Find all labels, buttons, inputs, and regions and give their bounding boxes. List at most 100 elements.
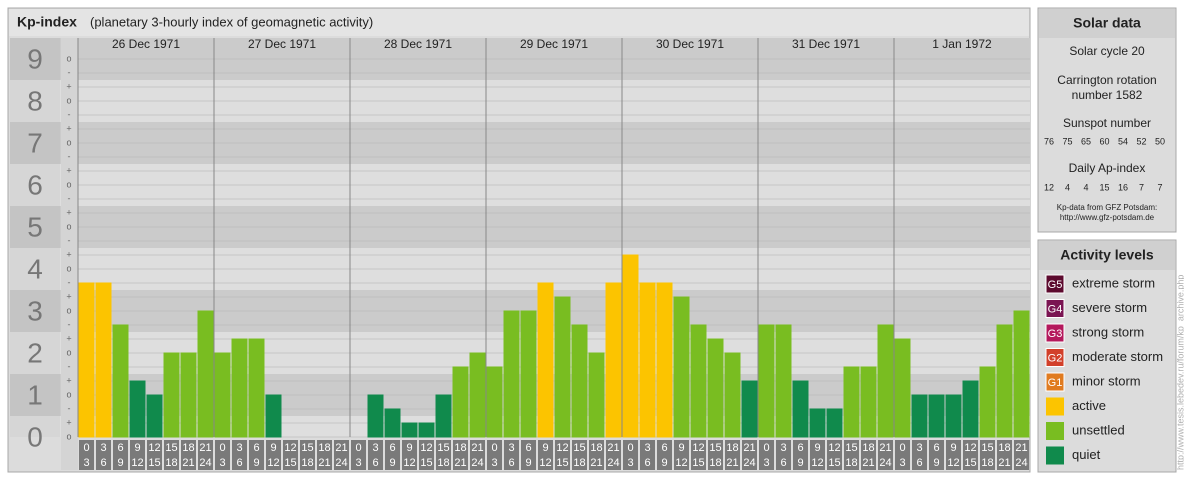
legend-label: minor storm bbox=[1072, 373, 1141, 388]
ap-value: 7 bbox=[1139, 182, 1144, 192]
bar bbox=[639, 282, 656, 438]
minor-tick-label: - bbox=[68, 403, 71, 413]
hour-label: 3 bbox=[491, 457, 497, 469]
hour-box bbox=[334, 440, 349, 470]
solar-title: Solar data bbox=[1073, 15, 1141, 31]
ap-value: 4 bbox=[1065, 182, 1070, 192]
day-label: 30 Dec 1971 bbox=[656, 37, 724, 51]
hour-label: 9 bbox=[389, 457, 395, 469]
hour-label: 0 bbox=[219, 442, 225, 454]
ap-value: 15 bbox=[1099, 182, 1109, 192]
bar bbox=[231, 338, 248, 438]
y-tick-label: 2 bbox=[27, 337, 43, 368]
legend-label: unsettled bbox=[1072, 422, 1125, 437]
y-tick-label: 0 bbox=[27, 421, 43, 452]
hour-label: 21 bbox=[199, 442, 211, 454]
hour-box bbox=[317, 440, 332, 470]
hour-label: 12 bbox=[964, 442, 976, 454]
sunspot-value: 60 bbox=[1099, 136, 1109, 146]
chart-title: Kp-index bbox=[17, 14, 77, 30]
bar bbox=[894, 338, 911, 438]
bar bbox=[197, 310, 214, 438]
hour-label: 12 bbox=[675, 457, 687, 469]
hour-label: 21 bbox=[471, 442, 483, 454]
hour-label: 3 bbox=[219, 457, 225, 469]
credit: http://www.gfz-potsdam.de bbox=[1060, 213, 1155, 222]
hour-label: 0 bbox=[355, 442, 361, 454]
minor-tick-label: - bbox=[68, 151, 71, 161]
bar bbox=[656, 282, 673, 438]
y-tick-label: 5 bbox=[27, 211, 43, 242]
hour-box bbox=[623, 440, 638, 470]
chart-header bbox=[9, 9, 1029, 36]
hour-label: 15 bbox=[828, 457, 840, 469]
bar bbox=[758, 324, 775, 438]
bar bbox=[588, 352, 605, 438]
minor-tick-label: o bbox=[66, 431, 71, 441]
hour-label: 12 bbox=[148, 442, 160, 454]
bar bbox=[622, 254, 639, 438]
hour-label: 9 bbox=[253, 457, 259, 469]
legend-swatch bbox=[1045, 299, 1065, 318]
bar bbox=[690, 324, 707, 438]
hour-label: 9 bbox=[814, 442, 820, 454]
minor-tick-label: + bbox=[66, 81, 71, 91]
label-band bbox=[10, 80, 60, 122]
hour-label: 3 bbox=[508, 442, 514, 454]
hour-label: 24 bbox=[879, 457, 891, 469]
hour-label: 18 bbox=[981, 457, 993, 469]
bar bbox=[520, 310, 537, 438]
y-tick-label: 8 bbox=[27, 85, 43, 116]
bar bbox=[146, 394, 163, 438]
minor-tick-label: + bbox=[66, 291, 71, 301]
hour-label: 15 bbox=[165, 442, 177, 454]
hour-box bbox=[436, 440, 451, 470]
hour-label: 0 bbox=[83, 442, 89, 454]
y-tick-label: 1 bbox=[27, 379, 43, 410]
hour-box bbox=[79, 440, 94, 470]
hour-box bbox=[827, 440, 842, 470]
bar bbox=[962, 380, 979, 438]
hour-box bbox=[419, 440, 434, 470]
hour-label: 15 bbox=[573, 442, 585, 454]
hour-box bbox=[725, 440, 740, 470]
minor-tick-label: + bbox=[66, 207, 71, 217]
hour-label: 18 bbox=[165, 457, 177, 469]
hour-label: 21 bbox=[182, 457, 194, 469]
hour-box bbox=[589, 440, 604, 470]
minor-tick-label: - bbox=[68, 193, 71, 203]
hour-box bbox=[198, 440, 213, 470]
minor-col bbox=[61, 38, 78, 470]
ap-label: Daily Ap-index bbox=[1069, 161, 1146, 175]
hour-label: 15 bbox=[692, 457, 704, 469]
label-band bbox=[10, 290, 60, 332]
bar bbox=[401, 422, 418, 438]
hour-label: 6 bbox=[389, 442, 395, 454]
hour-label: 21 bbox=[318, 457, 330, 469]
minor-tick-label: o bbox=[66, 137, 71, 147]
minor-tick-label: o bbox=[66, 305, 71, 315]
bar bbox=[826, 408, 843, 438]
ap-value: 7 bbox=[1157, 182, 1162, 192]
hour-label: 18 bbox=[318, 442, 330, 454]
hour-label: 24 bbox=[1015, 457, 1027, 469]
bar bbox=[180, 352, 197, 438]
hour-label: 21 bbox=[726, 457, 738, 469]
hour-box bbox=[606, 440, 621, 470]
minor-tick-label: - bbox=[68, 319, 71, 329]
hour-box bbox=[861, 440, 876, 470]
hour-label: 12 bbox=[947, 457, 959, 469]
ap-value: 12 bbox=[1044, 182, 1054, 192]
hour-label: 12 bbox=[692, 442, 704, 454]
day-label: 27 Dec 1971 bbox=[248, 37, 316, 51]
legend-badge: G1 bbox=[1048, 377, 1063, 389]
legend-badge: G4 bbox=[1048, 303, 1063, 315]
bar bbox=[860, 366, 877, 438]
bar bbox=[418, 422, 435, 438]
legend-badge: G3 bbox=[1048, 328, 1063, 340]
hour-label: 9 bbox=[525, 457, 531, 469]
hour-box bbox=[453, 440, 468, 470]
label-band bbox=[10, 206, 60, 248]
hour-box bbox=[96, 440, 111, 470]
hour-box bbox=[742, 440, 757, 470]
